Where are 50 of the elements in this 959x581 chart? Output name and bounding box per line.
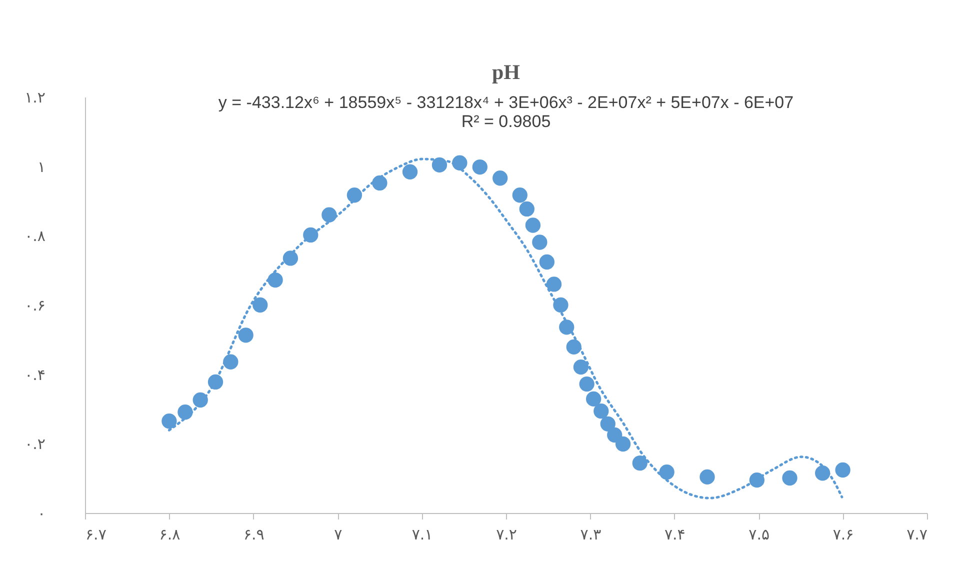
point (659, 464, 674, 480)
point (402, 164, 418, 180)
point (525, 218, 541, 233)
point (586, 391, 602, 407)
chart-title: pH (492, 60, 520, 84)
point (539, 254, 555, 270)
point (700, 469, 715, 485)
x-tick-label: ۷.۱ (412, 526, 433, 544)
point (512, 188, 528, 203)
point (223, 354, 238, 370)
point (546, 276, 562, 292)
x-tick-label: ۶.۸ (159, 526, 180, 544)
point (472, 159, 488, 175)
y-tick-label: ۰ (37, 504, 46, 522)
x-tick-label: ۷.۶ (832, 526, 854, 544)
point (600, 416, 616, 432)
point (519, 201, 534, 217)
point (238, 328, 254, 343)
point (632, 456, 648, 471)
point (782, 470, 798, 486)
point (322, 207, 337, 222)
point (594, 404, 609, 419)
point (566, 339, 582, 355)
point (573, 359, 589, 375)
point (252, 297, 268, 313)
point (432, 157, 448, 173)
y-tick-label: ۱.۲ (24, 88, 46, 106)
x-tick-label: ۷.۳ (580, 526, 602, 544)
point (615, 436, 631, 452)
x-tick-label: ۷.۴ (664, 526, 686, 544)
point (162, 414, 177, 429)
y-tick-label: ۰.۲ (24, 435, 46, 454)
y-tick-label: ۰.۴ (24, 366, 46, 384)
x-tick-label: ۷ (334, 526, 342, 544)
point (579, 376, 594, 392)
point (607, 427, 622, 443)
y-tick-label: ۰.۸ (24, 227, 46, 246)
x-tick-label: ۷.۷ (906, 526, 928, 544)
point (835, 462, 850, 478)
x-tick-label: ۷.۵ (748, 526, 770, 544)
point (532, 234, 548, 250)
x-tick-label: ۶.۹ (243, 526, 264, 544)
x-tick-label: ۷.۲ (496, 526, 517, 544)
annotation: R² = 0.9805 (461, 112, 551, 131)
x-tick-label: ۶.۷ (86, 526, 106, 544)
point (492, 170, 508, 186)
y-tick-label: ۱ (37, 158, 46, 176)
annotation: y = -433.12x⁶ + 18559x⁵ - 331218x⁴ + 3E+06x³ - 2E+07x² + 5E+07x - 6E+07 (218, 93, 794, 112)
point (268, 272, 283, 288)
y-tick-label: ۰.۶ (24, 296, 46, 314)
